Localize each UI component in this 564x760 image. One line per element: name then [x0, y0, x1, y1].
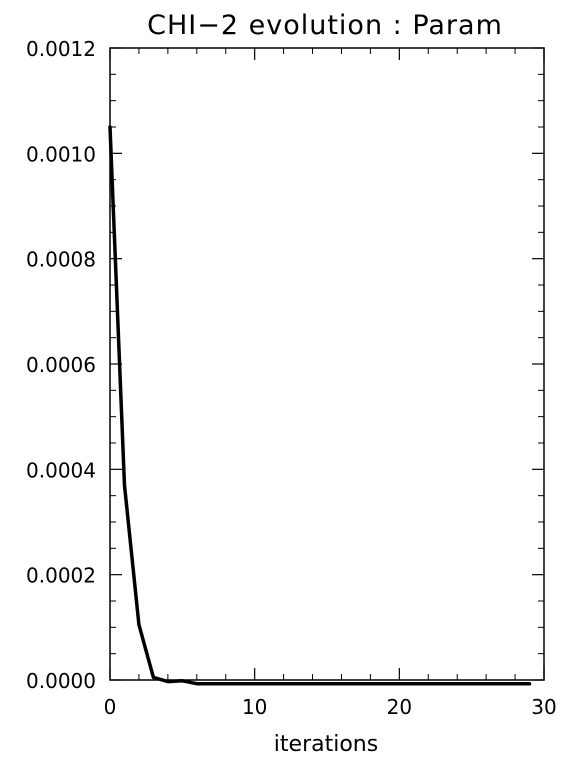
x-tick-label: 30	[531, 695, 556, 719]
x-tick-label: 20	[387, 695, 412, 719]
x-tick-label: 0	[104, 695, 117, 719]
series-line	[108, 125, 532, 686]
y-tick-label: 0.0010	[26, 142, 96, 166]
y-tick-label: 0.0012	[26, 37, 96, 61]
x-tick-labels: 0 10 20 30	[104, 695, 557, 719]
chart-title: CHI−2 evolution : Param	[147, 10, 503, 41]
axis-ticks	[109, 47, 545, 681]
y-tick-label: 0.0000	[26, 669, 96, 693]
y-tick-label: 0.0004	[26, 458, 96, 482]
y-tick-label: 0.0008	[26, 248, 96, 272]
y-tick-label: 0.0002	[26, 564, 96, 588]
plot-frame	[109, 47, 545, 681]
y-tick-label: 0.0006	[26, 353, 96, 377]
x-axis-title: iterations	[274, 732, 378, 757]
y-tick-labels: 0.0000 0.0002 0.0004 0.0006 0.0008 0.0010 0.00…	[26, 37, 96, 693]
series-group	[108, 125, 532, 686]
x-tick-label: 10	[242, 695, 267, 719]
